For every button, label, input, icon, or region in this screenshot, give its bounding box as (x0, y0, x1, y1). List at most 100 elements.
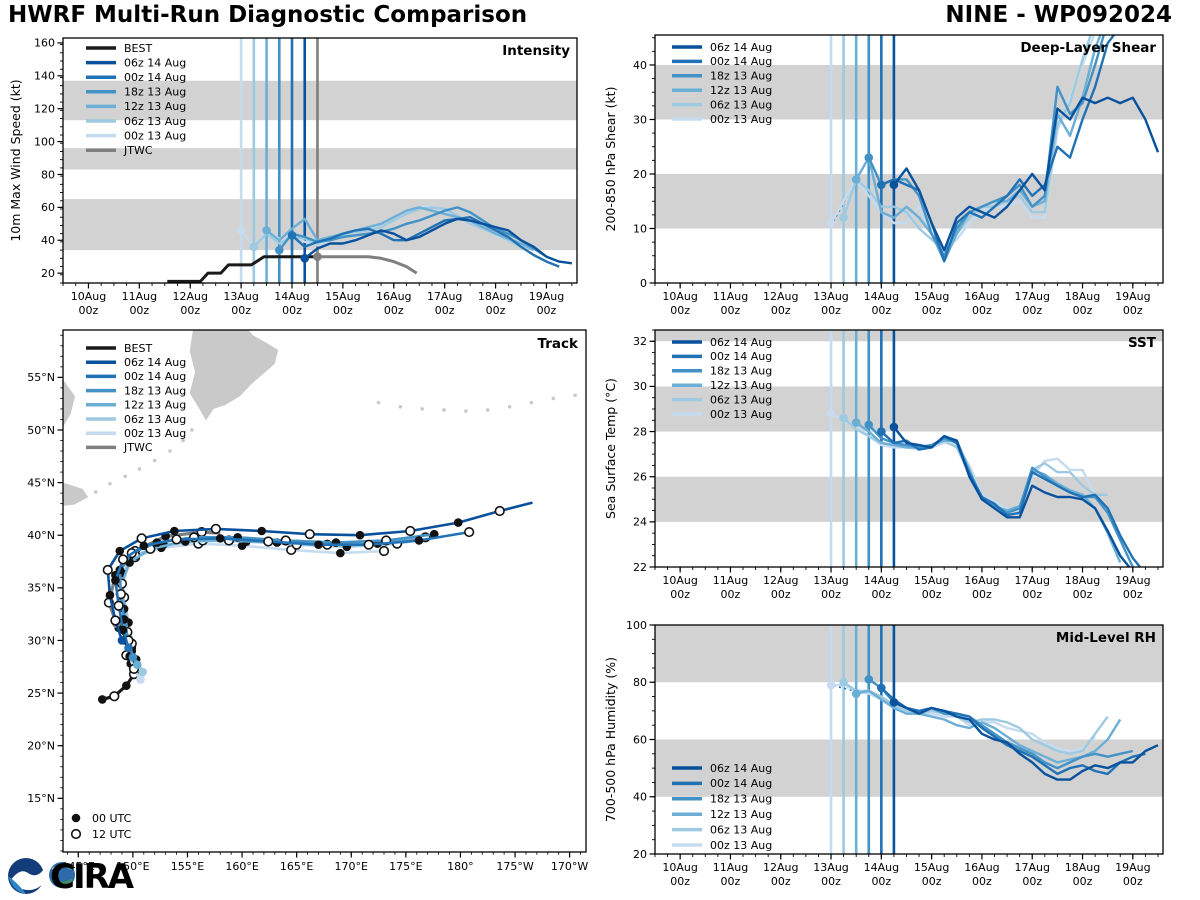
y-tick-label: 140 (34, 70, 55, 83)
island (123, 474, 128, 479)
x-tick-hour: 00z (1123, 875, 1143, 888)
track-fix-marker (210, 523, 221, 535)
x-tick-hour: 00z (1073, 304, 1093, 317)
panel-rh: 2040608010010Aug00z11Aug00z12Aug00z13Aug… (603, 619, 1164, 888)
legend-label: 00z 13 Aug (710, 408, 772, 421)
landmass (63, 379, 75, 427)
init-marker (864, 153, 874, 162)
y-tick-label: 20 (633, 848, 647, 861)
category-band (63, 148, 577, 170)
track-fix-marker (111, 576, 120, 585)
x-tick-hour: 00z (922, 588, 942, 601)
island (168, 449, 172, 453)
track-fix-marker (453, 518, 463, 527)
island (181, 438, 185, 443)
panel-shear: 01020304010Aug00z11Aug00z12Aug00z13Aug00… (603, 34, 1164, 317)
x-tick-hour: 00z (670, 588, 690, 601)
x-tick-hour: 00z (79, 304, 99, 317)
lon-tick-label: 170°E (335, 860, 368, 873)
panel-title-rh: Mid-Level RH (1056, 630, 1156, 646)
y-axis-label: Sea Surface Temp (°C) (603, 378, 618, 519)
init-marker (877, 683, 886, 693)
lat-tick-label: 55°N (27, 371, 55, 384)
lon-tick-label: 170°W (551, 860, 588, 873)
series-06z-13-aug (842, 35, 1092, 252)
x-tick-hour: 00z (1073, 588, 1093, 601)
category-band (63, 80, 577, 121)
panel-title-intensity: Intensity (502, 43, 570, 59)
x-tick-day: 13Aug (223, 290, 258, 303)
track-fix-marker (117, 554, 129, 565)
legend-label: 06z 13 Aug (710, 823, 772, 836)
y-tick-label: 120 (34, 103, 55, 116)
x-tick-hour: 00z (333, 304, 353, 317)
lat-tick-label: 25°N (27, 687, 55, 700)
series-00z-14-aug (833, 684, 854, 692)
track-fix-marker (263, 536, 274, 547)
track-fix-marker (257, 526, 267, 536)
legend-label: JTWC (123, 144, 153, 157)
x-tick-day: 14Aug (864, 290, 899, 303)
x-tick-hour: 00z (670, 304, 690, 317)
y-tick-label: 0 (640, 277, 647, 290)
init-marker (851, 689, 861, 698)
init-marker (826, 409, 836, 418)
x-tick-hour: 00z (771, 588, 791, 601)
x-tick-day: 12Aug (763, 861, 798, 874)
island (507, 405, 512, 409)
series-12z-13-aug (855, 689, 1122, 764)
track-fix-marker (355, 530, 365, 540)
legend-label: 00z 14 Aug (710, 777, 772, 790)
x-tick-day: 16Aug (964, 574, 999, 587)
x-tick-hour: 00z (1123, 304, 1143, 317)
series-best (167, 255, 318, 283)
track-fix-marker (132, 660, 142, 669)
x-tick-day: 19Aug (1115, 290, 1150, 303)
x-tick-day: 11Aug (713, 574, 748, 587)
track-fix-marker (405, 525, 416, 537)
legend-label: 06z 14 Aug (710, 762, 772, 775)
init-marker (877, 180, 886, 190)
y-tick-label: 32 (633, 335, 647, 348)
track-00z-13-aug (119, 542, 385, 681)
track-fix-marker (363, 539, 374, 550)
lon-tick-label: 155°E (171, 860, 204, 873)
track-fix-marker (136, 675, 145, 684)
track-fix-marker (464, 526, 475, 538)
y-tick-label: 60 (41, 201, 55, 214)
lat-tick-label: 50°N (27, 424, 55, 437)
legend-label: 12z 13 Aug (710, 808, 772, 821)
x-tick-hour: 00z (435, 304, 455, 317)
axes-frame (654, 34, 1164, 284)
page-title: HWRF Multi-Run Diagnostic Comparison (8, 2, 528, 28)
init-marker (236, 226, 246, 235)
legend-label: 06z 14 Aug (124, 56, 186, 69)
island (108, 481, 112, 486)
x-tick-day: 13Aug (813, 574, 848, 587)
legend-label: 06z 13 Aug (710, 98, 772, 111)
init-marker (249, 242, 259, 252)
legend-label: 18z 13 Aug (710, 365, 772, 378)
lat-tick-label: 45°N (27, 476, 55, 489)
island (464, 409, 468, 413)
x-tick-day: 16Aug (376, 290, 411, 303)
init-marker (839, 213, 848, 222)
init-marker (313, 252, 322, 261)
lat-tick-label: 30°N (27, 634, 55, 647)
lat-tick-label: 15°N (27, 792, 55, 805)
init-marker (851, 418, 861, 427)
x-tick-day: 15Aug (914, 861, 949, 874)
x-tick-day: 12Aug (172, 290, 207, 303)
svg-text:CIRA: CIRA (50, 857, 135, 897)
track-06z-14-aug (106, 501, 533, 641)
legend-label: 18z 13 Aug (710, 70, 772, 83)
init-marker (851, 175, 861, 184)
track-fix-marker (128, 653, 138, 662)
x-tick-day: 14Aug (864, 861, 899, 874)
series-06z-13-aug (252, 206, 522, 248)
category-band (655, 330, 1163, 342)
init-marker (826, 218, 836, 228)
x-tick-hour: 00z (972, 304, 992, 317)
